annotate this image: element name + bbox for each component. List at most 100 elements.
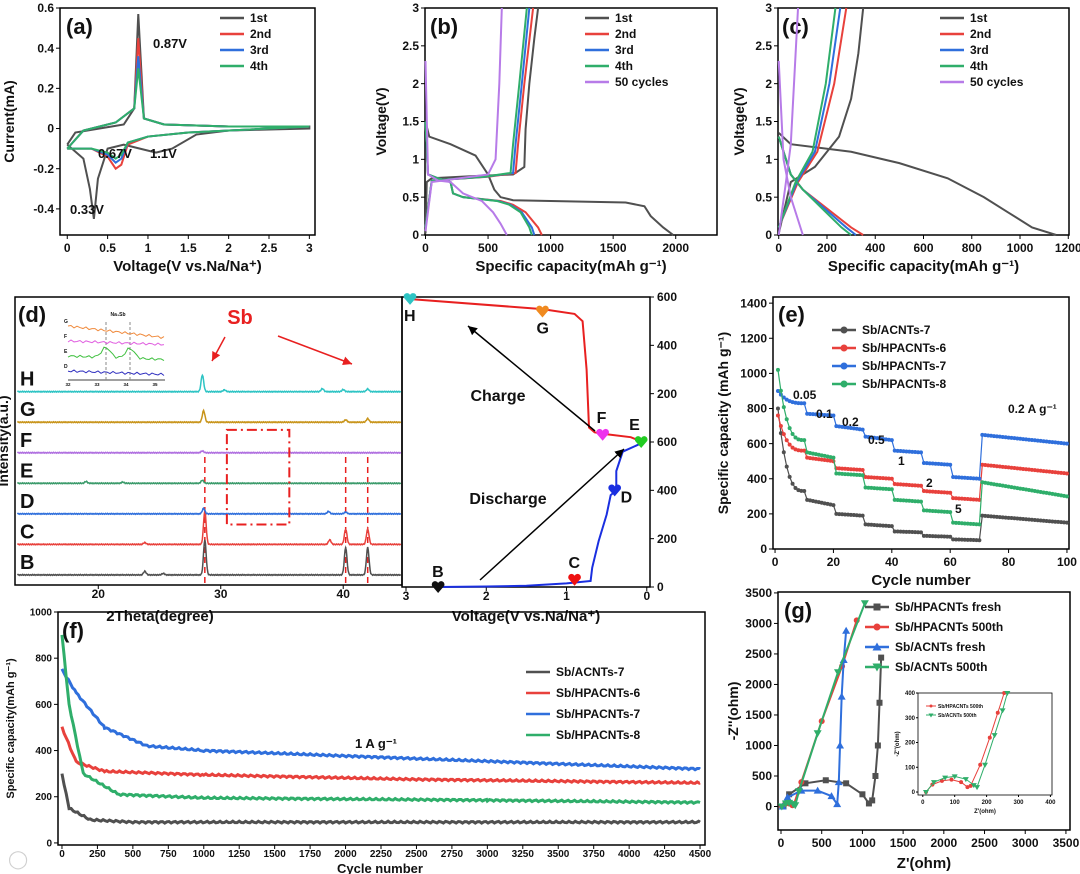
rate-label: 0.2 A g⁻¹ xyxy=(1008,402,1057,416)
data-point xyxy=(904,449,909,454)
data-point xyxy=(1047,439,1052,444)
x-tick-label: 0 xyxy=(921,800,925,806)
data-point xyxy=(843,425,848,430)
data-point xyxy=(796,401,801,406)
data-point xyxy=(936,509,941,514)
data-point xyxy=(948,534,953,539)
x-tick-label: 1500 xyxy=(890,836,917,850)
state-point-label: C xyxy=(569,555,581,572)
y-tick-label: 0 xyxy=(765,228,772,242)
y-tick-label: 200 xyxy=(657,532,677,546)
y-tick-label: 400 xyxy=(747,472,767,486)
data-point xyxy=(787,426,792,431)
y-axis-label: Intensity(a.u.) xyxy=(0,395,11,486)
data-point xyxy=(921,489,926,494)
data-point xyxy=(974,538,979,543)
y-tick-label: 1500 xyxy=(745,708,772,722)
data-point xyxy=(872,435,877,440)
rate-label: 2 xyxy=(926,476,933,490)
y-tick-label: 600 xyxy=(747,437,767,451)
data-point xyxy=(898,482,903,487)
data-point xyxy=(1015,516,1020,521)
y-tick-label: 300 xyxy=(905,716,916,722)
data-point xyxy=(813,786,822,794)
legend-label: Sb/ACNTs-7 xyxy=(556,665,625,679)
data-point xyxy=(784,464,789,469)
data-point xyxy=(1056,470,1061,475)
pattern-label: B xyxy=(20,552,34,574)
data-point xyxy=(919,499,923,504)
data-point xyxy=(977,476,982,481)
pattern-label: F xyxy=(20,430,32,452)
data-point xyxy=(1053,470,1058,475)
data-point xyxy=(916,483,921,488)
x-tick-label: 1000 xyxy=(849,836,876,850)
series-line-0 xyxy=(60,773,701,825)
data-point xyxy=(816,457,821,462)
data-point xyxy=(869,797,876,804)
rate-label: 1 xyxy=(898,454,905,468)
xrd-pattern-B xyxy=(16,539,402,577)
data-point xyxy=(846,425,851,430)
data-point xyxy=(878,654,885,661)
x-tick-label: 30 xyxy=(214,587,228,601)
data-point xyxy=(991,514,996,519)
data-point xyxy=(822,777,829,784)
data-point xyxy=(1015,436,1020,441)
data-point xyxy=(951,774,958,780)
legend-label: 2nd xyxy=(250,27,271,41)
data-point xyxy=(1041,518,1046,523)
data-point xyxy=(983,463,988,468)
data-point xyxy=(956,537,961,542)
data-point xyxy=(901,529,906,534)
data-point xyxy=(1062,471,1067,476)
y-tick-label: 1000 xyxy=(745,739,772,753)
x-tick-label: 3 xyxy=(306,241,313,255)
x-tick-label: 2000 xyxy=(334,849,357,860)
data-point xyxy=(869,522,874,527)
legend-label: Sb/ACNTs fresh xyxy=(895,640,985,654)
data-point xyxy=(848,472,853,477)
x-axis-label: 2Theta(degree) xyxy=(106,608,214,625)
series-line-0 xyxy=(66,13,311,220)
data-point xyxy=(828,458,833,463)
x-tick-label: 1 xyxy=(145,241,152,255)
data-point xyxy=(843,780,850,787)
data-point xyxy=(1059,470,1064,475)
series-line-2 xyxy=(781,630,848,807)
x-tick-label: 2000 xyxy=(930,836,957,850)
x-axis-label: Cycle number xyxy=(871,572,970,589)
x-tick-label: 0 xyxy=(775,241,782,255)
data-point xyxy=(965,785,970,790)
inset-tick-label: 35 xyxy=(152,382,158,387)
data-point xyxy=(989,514,994,519)
x-tick-label: 1750 xyxy=(299,849,322,860)
data-point xyxy=(997,464,1002,469)
y-tick-label: 0.2 xyxy=(37,82,54,96)
series-line-3 xyxy=(66,68,310,160)
data-point xyxy=(951,537,956,542)
panel-label: (f) xyxy=(62,618,84,643)
legend-label: Sb/HPACNTs-8 xyxy=(556,728,641,742)
data-point xyxy=(1035,468,1040,473)
xrd-pattern-D xyxy=(16,506,402,516)
data-point xyxy=(1029,467,1034,472)
y-tick-label: 1 xyxy=(412,153,419,167)
data-point xyxy=(1029,438,1034,443)
data-point xyxy=(965,521,970,526)
data-point xyxy=(1047,519,1052,524)
data-point xyxy=(933,509,938,514)
data-point xyxy=(930,461,935,466)
y-tick-label: 3500 xyxy=(745,586,772,600)
data-point xyxy=(954,475,959,480)
x-axis-label: Z'(ohm) xyxy=(897,855,951,872)
data-point xyxy=(875,436,880,441)
legend-marker xyxy=(872,642,882,651)
data-point xyxy=(846,472,851,477)
x-tick-label: 1000 xyxy=(193,849,216,860)
data-point xyxy=(980,432,985,437)
data-point xyxy=(939,509,944,514)
data-point xyxy=(869,485,874,490)
series-line-9 xyxy=(424,7,503,232)
x-tick-label: 2750 xyxy=(441,849,464,860)
